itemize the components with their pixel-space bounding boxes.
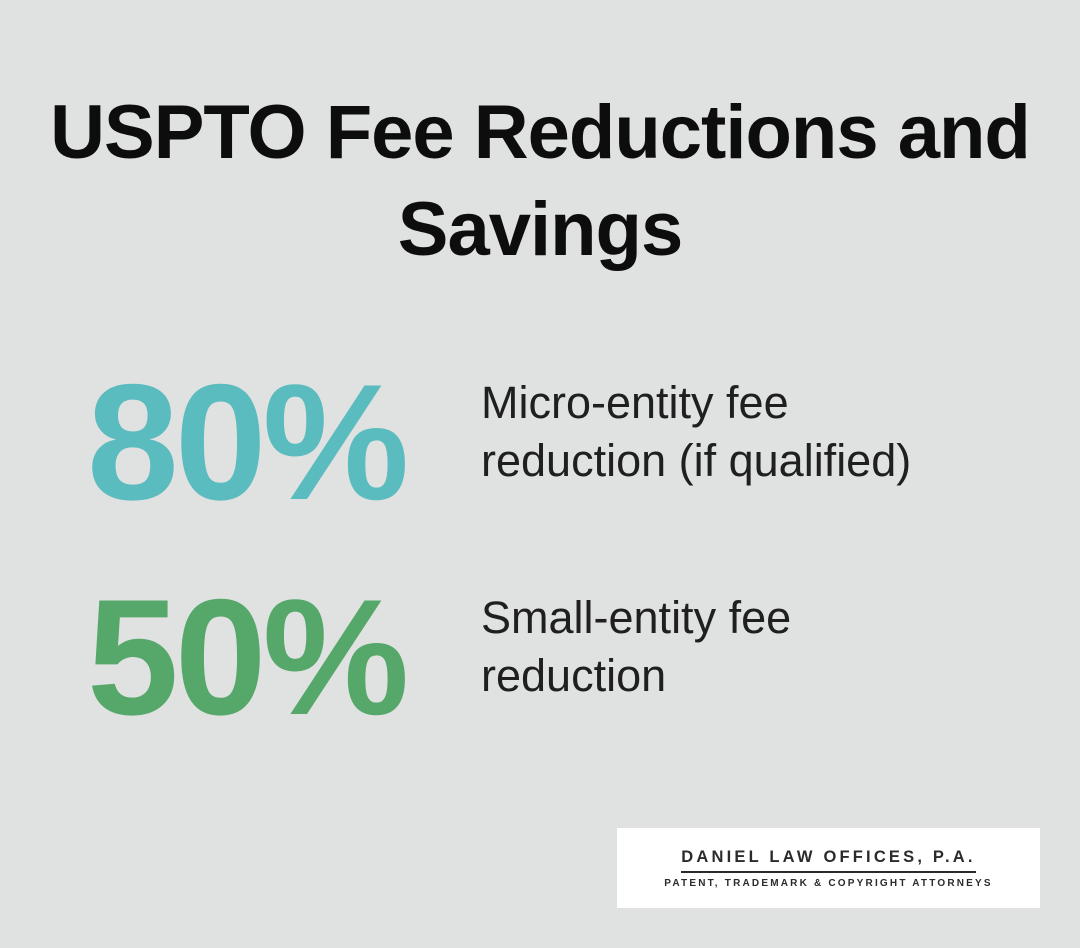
- page-title-line-1: USPTO Fee Reductions and: [50, 90, 1031, 175]
- stat-value-micro-entity: 80%: [87, 350, 409, 534]
- stat-value-small-entity: 50%: [87, 565, 409, 749]
- logo-tagline: PATENT, TRADEMARK & COPYRIGHT ATTORNEYS: [664, 877, 993, 889]
- stat-label-small-entity: Small-entity fee reduction: [481, 592, 792, 701]
- logo-company-name: DANIEL LAW OFFICES, P.A.: [681, 847, 976, 866]
- page-title-line-2: Savings: [397, 187, 683, 272]
- stat-label-micro-entity: Micro-entity fee reduction (if qualified…: [481, 377, 912, 486]
- stat-row-small-entity: 50% Small-entity fee reduction: [87, 575, 966, 740]
- page-title: USPTO Fee Reductions and Savings: [0, 84, 1080, 278]
- company-logo: DANIEL LAW OFFICES, P.A. PATENT, TRADEMA…: [617, 828, 1040, 908]
- stat-row-micro-entity: 80% Micro-entity fee reduction (if quali…: [87, 360, 966, 525]
- logo-name-underline: DANIEL LAW OFFICES, P.A.: [681, 847, 976, 873]
